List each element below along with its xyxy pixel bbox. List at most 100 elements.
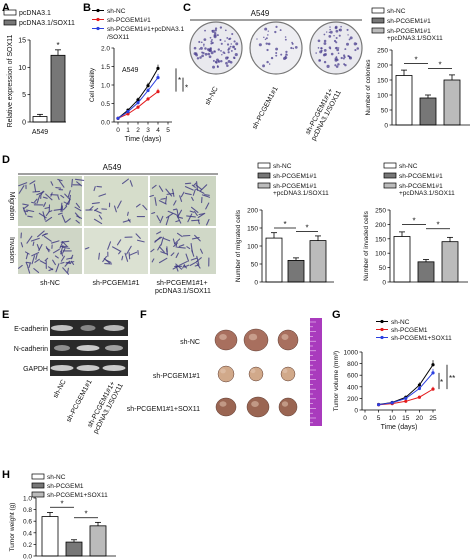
cell-stroke bbox=[122, 219, 131, 223]
legend-item-sh-pcgem1-label-line: sh-PCGEM1#1 bbox=[399, 173, 443, 180]
legend-item-sh-nc-label-line: sh-NC bbox=[273, 163, 292, 170]
ruler bbox=[310, 318, 322, 426]
colony bbox=[334, 25, 338, 29]
cell-stroke bbox=[194, 210, 198, 216]
cell-stroke bbox=[190, 206, 199, 214]
legend-item-sh-pcgem1-swatch bbox=[383, 172, 397, 179]
colony bbox=[208, 55, 212, 59]
colony bbox=[323, 60, 327, 64]
cell-stroke bbox=[68, 194, 71, 205]
col-label-rescue-line2: pcDNA3.1/SOX11 bbox=[155, 288, 211, 295]
blot-label-ncadherin: N-cadherin bbox=[14, 346, 48, 353]
tumor-row-sh-nc: sh-NC bbox=[180, 339, 200, 346]
legend-item-rescue-swatch bbox=[371, 27, 385, 34]
y-tick-label: 0.5 bbox=[101, 101, 110, 108]
colony bbox=[285, 50, 288, 54]
colony bbox=[334, 58, 338, 62]
data-point bbox=[431, 363, 435, 367]
panel-label-f: F bbox=[140, 309, 147, 321]
colony bbox=[204, 29, 206, 32]
cell-stroke bbox=[51, 240, 60, 244]
cell-stroke bbox=[94, 209, 102, 214]
cell-stroke bbox=[25, 261, 31, 264]
cell-stroke bbox=[156, 215, 161, 222]
cell-stroke bbox=[159, 215, 164, 224]
y-tick-label: 150 bbox=[377, 78, 388, 85]
data-point bbox=[431, 371, 435, 375]
colony bbox=[267, 30, 270, 32]
bar bbox=[393, 236, 411, 283]
colony bbox=[213, 50, 215, 52]
cell-stroke bbox=[34, 198, 38, 203]
cell-stroke bbox=[170, 252, 175, 257]
tumor-highlight bbox=[219, 334, 227, 340]
colony bbox=[329, 30, 333, 34]
cell-stroke bbox=[74, 206, 82, 212]
colony bbox=[275, 54, 278, 57]
blot-band bbox=[51, 325, 73, 331]
colony bbox=[317, 39, 321, 43]
colony bbox=[209, 36, 212, 39]
y-tick-label: 15 bbox=[18, 38, 26, 45]
chart-b: 0.0 0.5 1.0 1.5 2.0 Cell viability 0 1 2 3 4 5 Time … bbox=[89, 8, 188, 143]
cell-stroke bbox=[173, 242, 179, 248]
cell-stroke bbox=[36, 244, 40, 251]
legend-item-rescue-label: sh-PCGEM1#1 +pcDNA3.1/SOX11 bbox=[273, 183, 329, 197]
legend-item-sh-pcgem1-swatch bbox=[257, 172, 271, 179]
colony bbox=[219, 38, 222, 41]
col-label-sh-pcgem1: sh-PCGEM1#1 bbox=[92, 280, 139, 287]
legend-item-sh-pcgem1-label: sh-PCGEM1#1 bbox=[273, 173, 317, 180]
x-tick-label: 1 bbox=[126, 127, 130, 134]
cell-stroke bbox=[165, 213, 174, 219]
cell-stroke bbox=[75, 219, 80, 224]
data-point bbox=[156, 76, 160, 80]
colony bbox=[227, 59, 231, 63]
cell-stroke bbox=[192, 189, 196, 196]
legend-label-line: sh-PCGEM1#1+pcDNA3.1 bbox=[107, 26, 185, 33]
cell-stroke bbox=[24, 251, 30, 255]
cell-stroke bbox=[129, 251, 138, 256]
data-point bbox=[136, 101, 140, 105]
cell-stroke bbox=[31, 255, 36, 265]
tumor-row-sh-pcgem1: sh-PCGEM1#1 bbox=[153, 373, 200, 380]
legend-item-sh-nc-label: sh-NC bbox=[399, 163, 418, 170]
legend-label: sh-PCGEM1#1 bbox=[107, 17, 151, 24]
colony bbox=[323, 49, 327, 52]
cell-stroke bbox=[116, 239, 122, 246]
colony bbox=[291, 41, 293, 44]
colony bbox=[233, 40, 236, 43]
cell-stroke bbox=[32, 190, 41, 193]
cell-stroke bbox=[31, 201, 37, 204]
panel-label-d: D bbox=[2, 154, 10, 166]
plate-label-rescue: sh-PCGEM1#1+ pcDNA3.1/SOX11 bbox=[303, 86, 343, 142]
cell-stroke bbox=[177, 246, 186, 249]
cell-stroke bbox=[18, 264, 23, 269]
colony bbox=[328, 35, 332, 38]
cell-stroke bbox=[151, 184, 157, 189]
cell-stroke bbox=[60, 255, 65, 262]
tumor bbox=[217, 365, 235, 383]
colony bbox=[225, 61, 228, 65]
cell-stroke bbox=[60, 261, 65, 264]
legend-item-rescue-label-line: sh-PCGEM1#1 bbox=[387, 28, 431, 35]
cell-stroke bbox=[45, 211, 50, 217]
y-tick-label: 0.6 bbox=[23, 519, 32, 526]
colony-plates: A549 sh-NC sh-PCGEM1#1 sh-PCGEM1#1+ pcDN… bbox=[189, 9, 363, 142]
cell-stroke bbox=[128, 252, 131, 260]
cell-stroke bbox=[63, 201, 70, 205]
legend-item-sh-nc-label-line: sh-NC bbox=[47, 474, 66, 481]
colony bbox=[348, 38, 351, 41]
colony bbox=[234, 53, 238, 57]
y-tick-label: 100 bbox=[247, 244, 258, 251]
colony bbox=[322, 53, 326, 57]
y-tick-label: 200 bbox=[347, 396, 358, 403]
colony bbox=[235, 42, 239, 46]
colony bbox=[224, 29, 227, 32]
cell-stroke bbox=[177, 209, 183, 218]
legend-item-sh-nc-label-line: sh-NC bbox=[399, 163, 418, 170]
y-tick-label: 1.5 bbox=[101, 64, 110, 71]
y-tick-label: 1.0 bbox=[23, 496, 32, 503]
cell-stroke bbox=[160, 236, 164, 246]
y-tick-label: 250 bbox=[377, 48, 388, 55]
colony bbox=[320, 49, 323, 52]
